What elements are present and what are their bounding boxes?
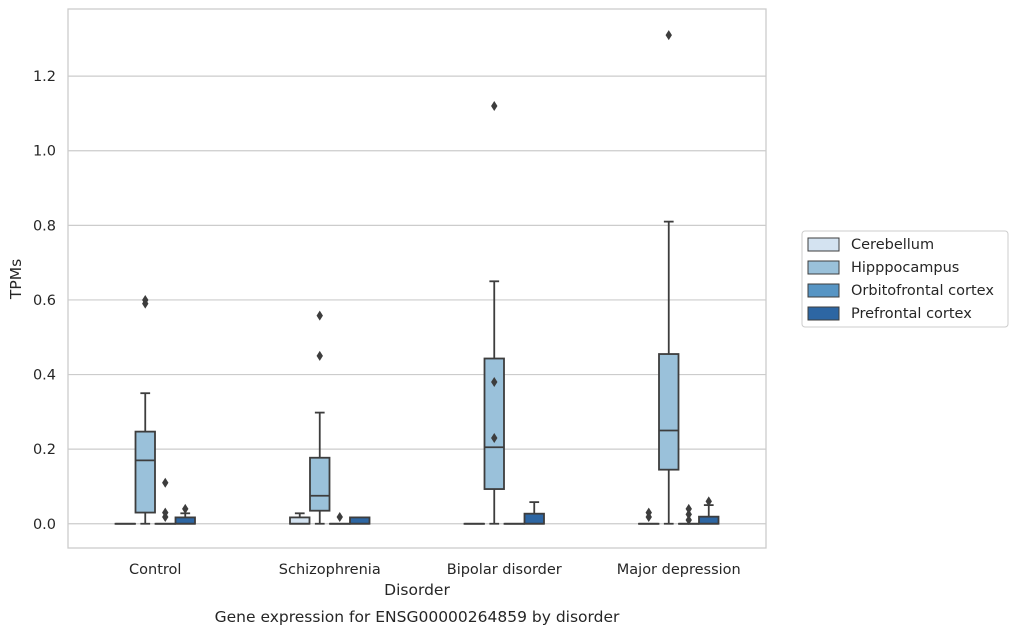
- box-0-3: [174, 503, 196, 525]
- y-tick-label: 0.6: [33, 293, 56, 309]
- box-3-3: [698, 496, 720, 525]
- box-iqr: [289, 516, 311, 525]
- outlier-point: [162, 477, 169, 488]
- outlier-point: [182, 503, 189, 514]
- outlier-point: [491, 100, 498, 111]
- outlier-point: [336, 512, 343, 523]
- box-iqr: [309, 456, 331, 512]
- outlier-point: [665, 30, 672, 41]
- x-tick-label: Bipolar disorder: [447, 562, 562, 578]
- box-iqr: [523, 512, 545, 525]
- box-iqr: [134, 430, 156, 514]
- y-tick-label: 0.4: [33, 368, 56, 384]
- y-tick-label: 0.0: [33, 517, 56, 533]
- box-iqr: [349, 516, 371, 525]
- legend-swatch: [807, 237, 840, 252]
- outlier-point: [316, 350, 323, 361]
- y-tick-label: 0.2: [33, 442, 56, 458]
- outlier-point: [685, 503, 692, 514]
- legend: Cerebellum Hipppocampus Orbitofrontal cort…: [801, 230, 1009, 328]
- outlier-point: [685, 515, 692, 526]
- box-2-3: [523, 501, 545, 525]
- y-tick-label: 0.8: [33, 218, 56, 234]
- x-tick-label: Major depression: [617, 562, 741, 578]
- plot-background: [68, 9, 766, 548]
- outlier-point: [491, 377, 498, 388]
- x-tick-labels: Control Schizophrenia Bipolar disorder Majo…: [129, 562, 741, 578]
- y-tick-labels: 0.0 0.2 0.4 0.6 0.8 1.0 1.2: [33, 69, 56, 533]
- legend-frame: [801, 230, 1009, 328]
- box-3-2: [678, 503, 700, 526]
- box-iqr: [483, 357, 505, 490]
- outlier-point: [645, 507, 652, 518]
- plot-frame: [67, 8, 767, 549]
- box-3-0: [638, 507, 660, 525]
- outlier-point: [705, 496, 712, 507]
- outlier-point: [162, 507, 169, 518]
- box-1-0: [289, 512, 311, 525]
- box-1-3: [349, 516, 371, 525]
- y-axis-label: TPMs: [7, 259, 25, 300]
- outlier-point: [142, 294, 149, 305]
- chart-caption: Gene expression for ENSG00000264859 by d…: [215, 608, 620, 626]
- box-2-1: [483, 100, 505, 525]
- legend-swatch: [807, 283, 840, 298]
- box-iqr: [658, 353, 680, 471]
- legend-label: Cerebellum: [851, 237, 934, 253]
- outlier-point: [316, 310, 323, 321]
- x-axis-label: Disorder: [384, 581, 450, 599]
- box-3-1: [658, 30, 680, 525]
- legend-label: Prefrontal cortex: [851, 306, 972, 322]
- box-0-1: [134, 294, 156, 525]
- legend-swatch: [807, 260, 840, 275]
- outlier-point: [685, 509, 692, 520]
- legend-swatch: [807, 306, 840, 321]
- box-iqr: [698, 515, 720, 525]
- legend-label: Hipppocampus: [851, 260, 959, 276]
- x-tick-label: Control: [129, 562, 181, 578]
- boxes-layer: [114, 30, 720, 526]
- y-tick-label: 1.0: [33, 144, 56, 160]
- outlier-point: [491, 432, 498, 443]
- legend-label: Orbitofrontal cortex: [851, 283, 994, 299]
- y-tick-label: 1.2: [33, 69, 56, 85]
- box-iqr: [174, 516, 196, 525]
- x-tick-label: Schizophrenia: [279, 562, 381, 578]
- box-1-1: [309, 310, 331, 525]
